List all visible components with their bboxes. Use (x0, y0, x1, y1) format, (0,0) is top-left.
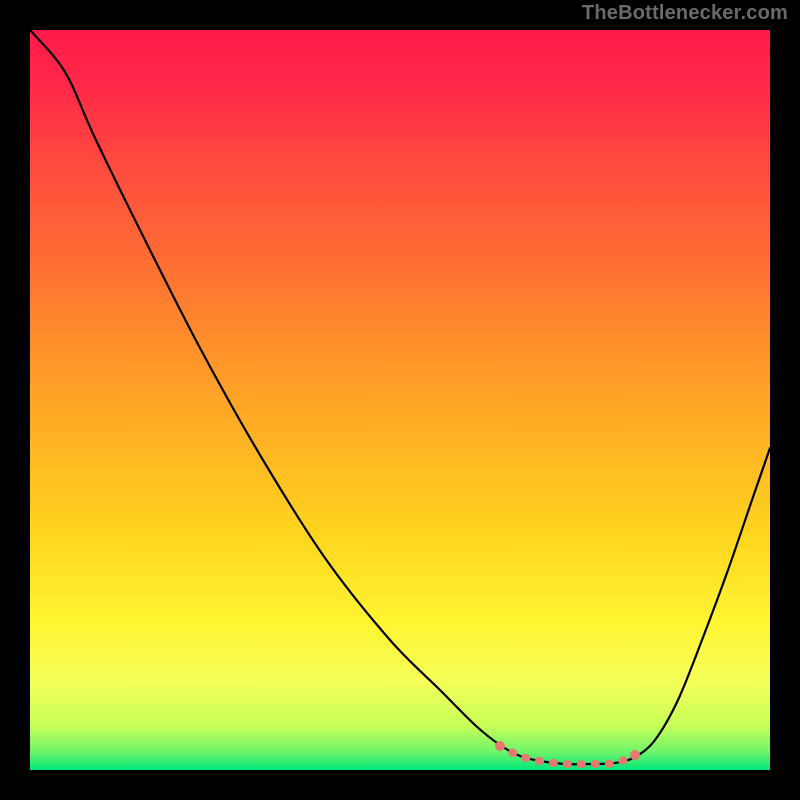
gradient-background (30, 30, 770, 770)
watermark-text: TheBottlenecker.com (582, 2, 788, 25)
plot-area (30, 30, 770, 770)
zero-band-dot-left (495, 741, 505, 751)
zero-band-dot-right (630, 750, 640, 760)
plot-svg (30, 30, 770, 770)
chart-container: TheBottlenecker.com (0, 0, 800, 800)
